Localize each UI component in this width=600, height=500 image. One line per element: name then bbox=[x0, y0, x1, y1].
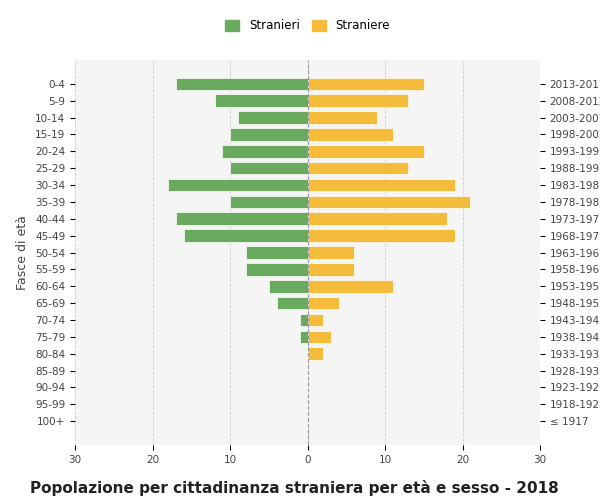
Y-axis label: Fasce di età: Fasce di età bbox=[16, 215, 29, 290]
Bar bbox=[308, 246, 354, 259]
Bar bbox=[308, 162, 408, 174]
Bar bbox=[245, 246, 308, 259]
Legend: Stranieri, Straniere: Stranieri, Straniere bbox=[222, 16, 393, 36]
Bar bbox=[222, 145, 308, 158]
Bar bbox=[308, 348, 323, 360]
Bar bbox=[308, 111, 377, 124]
Bar bbox=[230, 162, 308, 174]
Bar bbox=[308, 78, 424, 90]
Bar bbox=[308, 314, 323, 326]
Bar bbox=[238, 111, 308, 124]
Bar bbox=[308, 280, 393, 292]
Bar bbox=[308, 145, 424, 158]
Bar bbox=[308, 196, 470, 208]
Bar bbox=[308, 330, 331, 343]
Bar bbox=[230, 196, 308, 208]
Bar bbox=[230, 128, 308, 141]
Bar bbox=[308, 94, 408, 107]
Bar bbox=[269, 280, 308, 292]
Bar bbox=[300, 330, 308, 343]
Bar bbox=[308, 230, 455, 242]
Bar bbox=[277, 297, 308, 310]
Bar bbox=[308, 178, 455, 192]
Bar bbox=[308, 212, 447, 225]
Bar bbox=[184, 230, 308, 242]
Bar bbox=[308, 297, 338, 310]
Bar bbox=[308, 128, 393, 141]
Bar bbox=[176, 212, 308, 225]
Bar bbox=[215, 94, 308, 107]
Bar bbox=[300, 314, 308, 326]
Text: Popolazione per cittadinanza straniera per età e sesso - 2018: Popolazione per cittadinanza straniera p… bbox=[30, 480, 559, 496]
Bar bbox=[245, 263, 308, 276]
Bar bbox=[308, 263, 354, 276]
Bar bbox=[168, 178, 308, 192]
Bar bbox=[176, 78, 308, 90]
